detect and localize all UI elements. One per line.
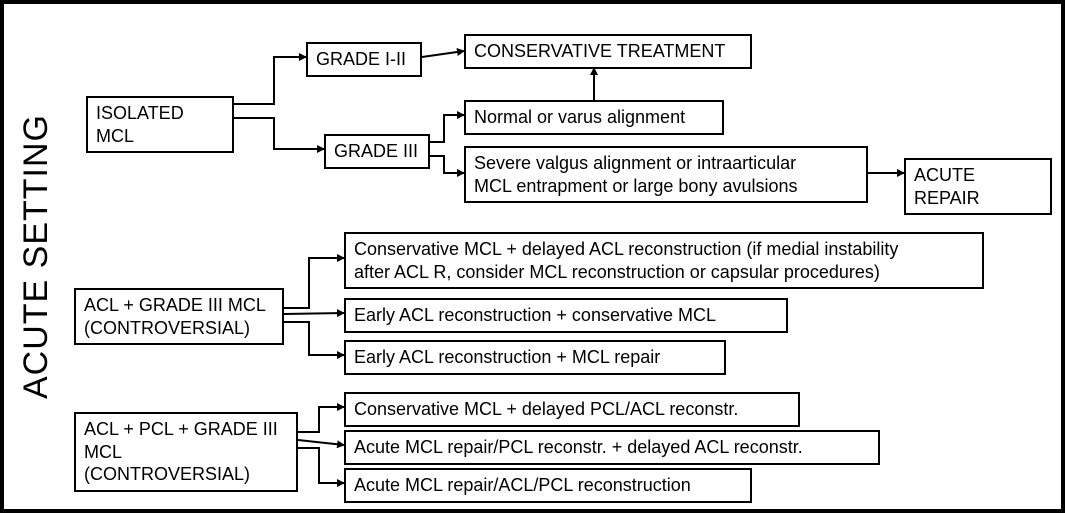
edge-grade_i_ii-to-conservative bbox=[422, 51, 464, 57]
node-normal-varus: Normal or varus alignment bbox=[464, 100, 724, 135]
node-conservative: CONSERVATIVE TREATMENT bbox=[464, 34, 752, 69]
edge-acl_g3-to-acl_opt1 bbox=[284, 258, 344, 308]
edge-aclpcl_g3-to-aclpcl_opt2 bbox=[298, 440, 344, 445]
edge-acl_g3-to-acl_opt3 bbox=[284, 322, 344, 355]
node-acl-opt3: Early ACL reconstruction + MCL repair bbox=[344, 340, 726, 375]
vertical-title-text: ACUTE SETTING bbox=[18, 114, 57, 399]
node-acl-opt1: Conservative MCL + delayed ACL reconstru… bbox=[344, 232, 984, 289]
vertical-title: ACUTE SETTING bbox=[12, 4, 62, 509]
node-grade-iii: GRADE III bbox=[324, 134, 430, 169]
node-aclpcl-opt2: Acute MCL repair/PCL reconstr. + delayed… bbox=[344, 430, 880, 465]
diagram-frame: ACUTE SETTING ISOLATED MCL GRADE I-II CO… bbox=[0, 0, 1065, 513]
edge-isolated_mcl-to-grade_i_ii bbox=[234, 57, 306, 104]
edge-grade_iii-to-severe_valgus bbox=[430, 156, 464, 173]
edge-acl_g3-to-acl_opt2 bbox=[284, 313, 344, 314]
node-acute-repair: ACUTE REPAIR bbox=[904, 158, 1052, 215]
node-aclpcl-opt3: Acute MCL repair/ACL/PCL reconstruction bbox=[344, 468, 752, 503]
node-severe-valgus: Severe valgus alignment or intraarticula… bbox=[464, 146, 868, 203]
edge-isolated_mcl-to-grade_iii bbox=[234, 118, 324, 149]
edge-grade_iii-to-normal_varus bbox=[430, 115, 464, 142]
node-aclpcl-g3: ACL + PCL + GRADE III MCL (CONTROVERSIAL… bbox=[74, 412, 298, 492]
node-isolated-mcl: ISOLATED MCL bbox=[86, 96, 234, 153]
edge-aclpcl_g3-to-aclpcl_opt3 bbox=[298, 448, 344, 483]
edge-aclpcl_g3-to-aclpcl_opt1 bbox=[298, 407, 344, 432]
node-acl-opt2: Early ACL reconstruction + conservative … bbox=[344, 298, 788, 333]
node-aclpcl-opt1: Conservative MCL + delayed PCL/ACL recon… bbox=[344, 392, 800, 427]
node-acl-g3: ACL + GRADE III MCL (CONTROVERSIAL) bbox=[74, 288, 284, 345]
node-grade-i-ii: GRADE I-II bbox=[306, 42, 422, 77]
